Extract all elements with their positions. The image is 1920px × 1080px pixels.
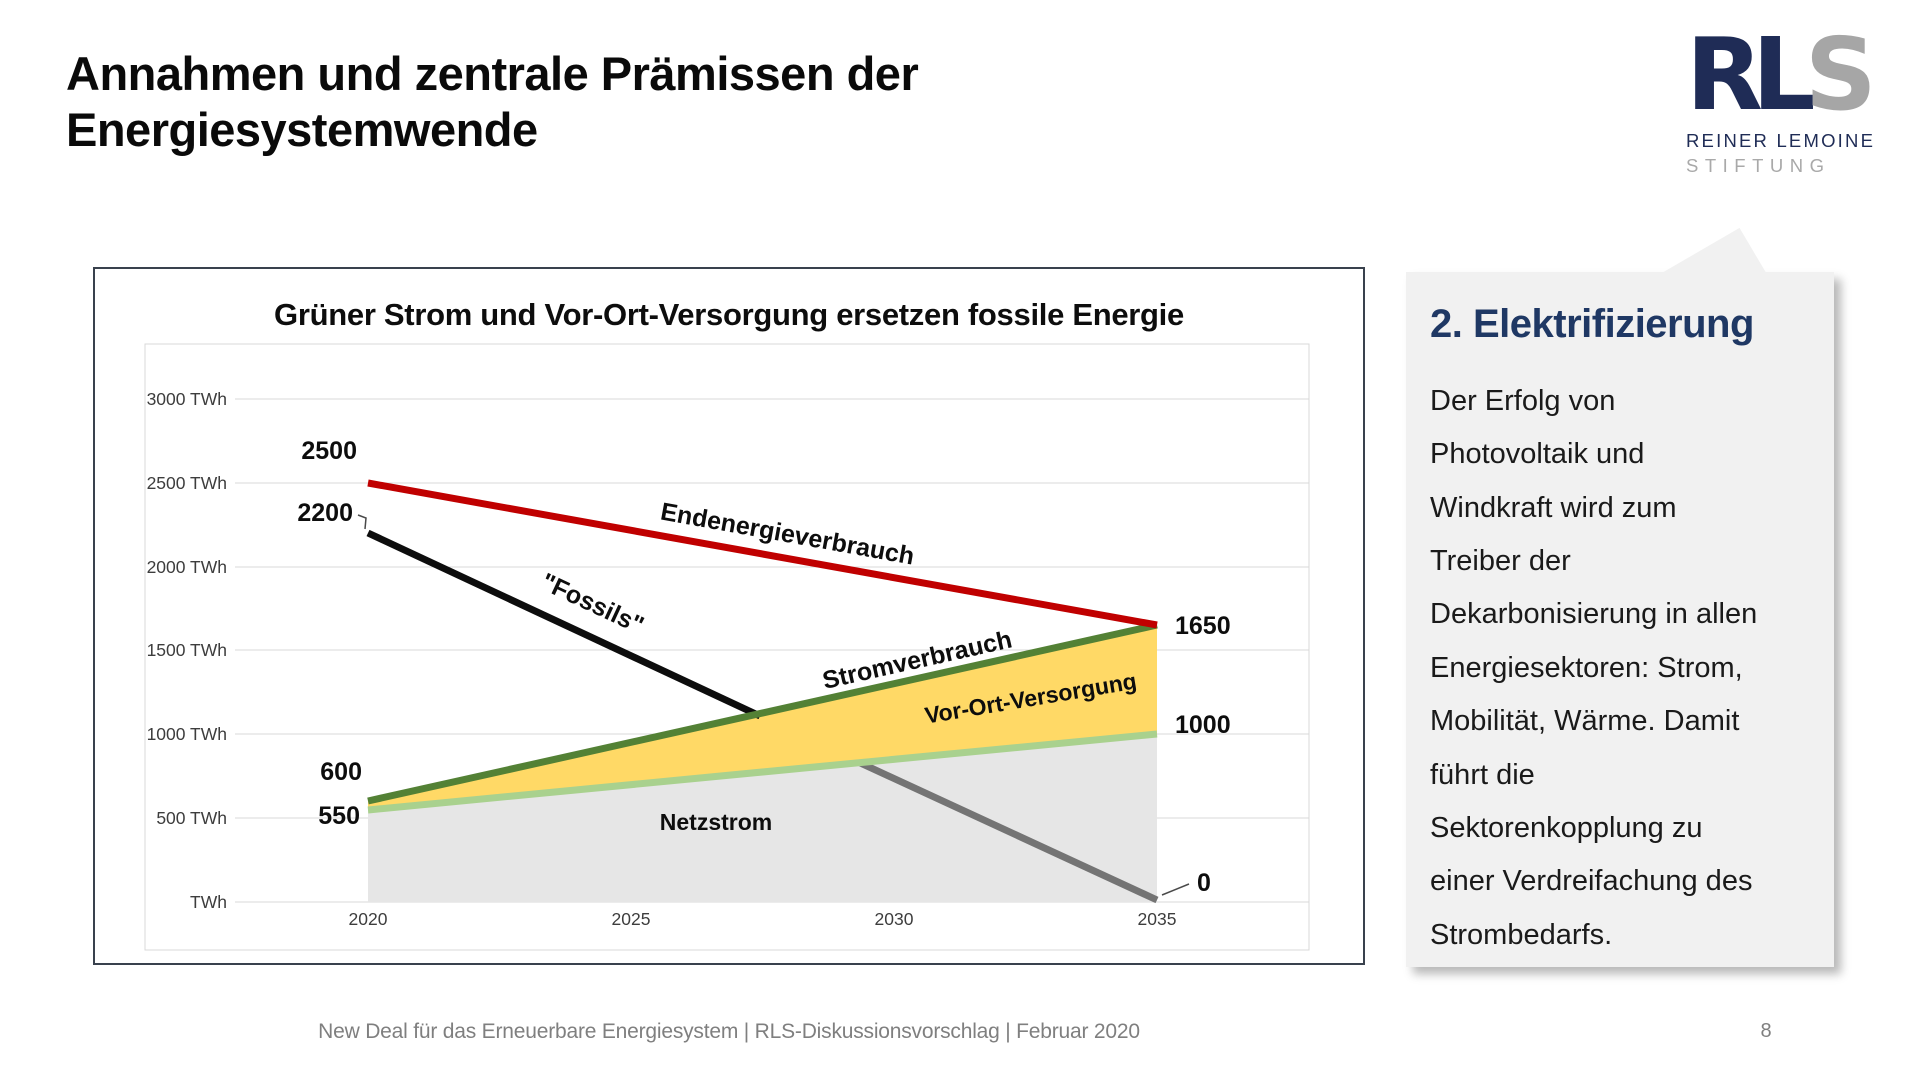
y-tick-0: TWh (190, 892, 227, 912)
value-2200: 2200 (297, 499, 353, 527)
x-tick-2020: 2020 (349, 909, 388, 929)
slide-footer: New Deal für das Erneuerbare Energiesyst… (318, 1020, 1140, 1043)
x-tick-2035: 2035 (1138, 909, 1177, 929)
callout-tail (1661, 227, 1767, 273)
value-600: 600 (320, 758, 362, 786)
logo-letter-s: S (1804, 16, 1877, 133)
logo-subtitle: STIFTUNG (1686, 155, 1831, 176)
plot-border (144, 343, 1310, 951)
value-0-leader (1161, 883, 1190, 896)
y-tick-1500: 1500 TWh (147, 640, 227, 660)
logo-name: REINER LEMOINE (1686, 130, 1876, 151)
y-tick-500: 500 TWh (156, 808, 227, 828)
value-1000: 1000 (1175, 711, 1231, 739)
fossils-label: "Fossils" (537, 568, 648, 640)
page-number: 8 (1760, 1020, 1772, 1042)
value-2200-leader (357, 514, 367, 530)
x-tick-2030: 2030 (875, 909, 914, 929)
netzstrom-area (368, 734, 1157, 902)
stromverbrauch-line (367, 621, 1158, 805)
endenergieverbrauch-line (367, 479, 1158, 629)
y-tick-2500: 2500 TWh (147, 473, 227, 493)
y-tick-1000: 1000 TWh (147, 724, 227, 744)
x-tick-2025: 2025 (612, 909, 651, 929)
rls-logo-mark-icon: RLS (1686, 25, 1901, 125)
callout-heading: 2. Elektrifizierung (1430, 302, 1754, 346)
value-1650: 1650 (1175, 612, 1231, 640)
y-tick-2000: 2000 TWh (147, 557, 227, 577)
y-tick-3000: 3000 TWh (147, 389, 227, 409)
callout-body: Der Erfolg von Photovoltaik und Windkraf… (1430, 385, 1758, 951)
value-0: 0 (1197, 869, 1211, 897)
netzstrom-label: Netzstrom (660, 809, 772, 835)
chart-title: Grüner Strom und Vor-Ort-Versorgung erse… (274, 297, 1184, 332)
value-550: 550 (318, 802, 360, 830)
chart-plot: 3000 TWh 2500 TWh 2000 TWh 1500 TWh 1000… (144, 343, 1310, 951)
callout-panel: 2. Elektrifizierung Der Erfolg von Photo… (1406, 227, 1834, 967)
fossils-line (366, 529, 762, 720)
chart-panel: 3000 TWh 2500 TWh 2000 TWh 1500 TWh 1000… (93, 267, 1365, 965)
value-2500: 2500 (301, 437, 357, 465)
logo-letters-rl: RL (1686, 16, 1816, 133)
rls-logo: RLS REINER LEMOINE STIFTUNG (1686, 25, 1901, 177)
page-title: Annahmen und zentrale Prämissen der Ener… (66, 47, 919, 157)
netzstrom-edge-line (367, 730, 1158, 814)
